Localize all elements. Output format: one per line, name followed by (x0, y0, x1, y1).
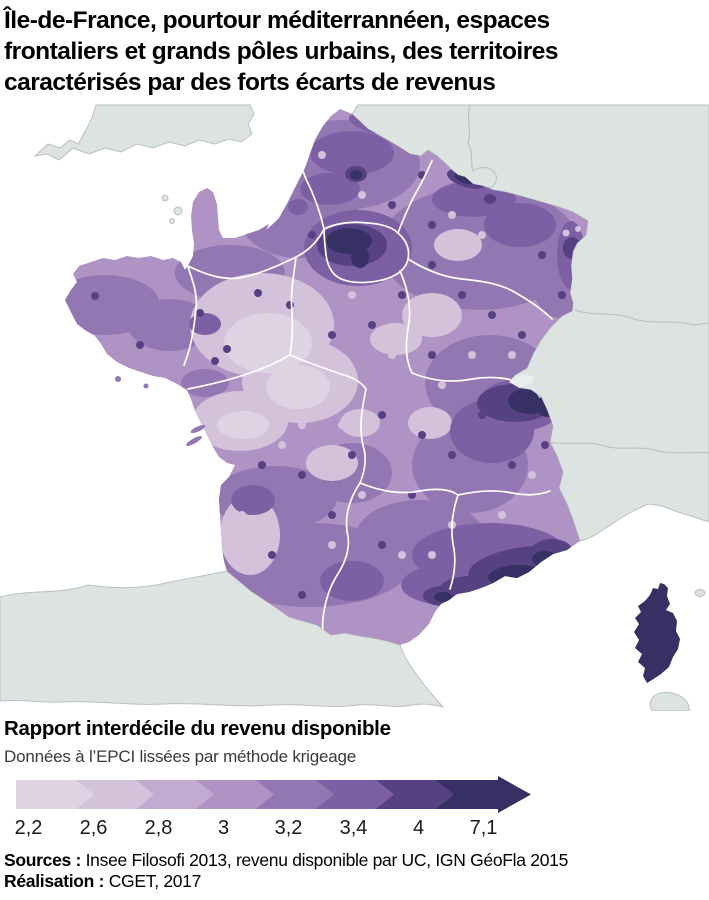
scale-segment-6 (316, 780, 394, 809)
border-centre-bourgognefranchecomte (399, 270, 413, 374)
scale-segment-2 (76, 780, 154, 809)
england-landmass (33, 104, 255, 161)
border-paysdelaloire-nouvelleaquitaine (187, 354, 291, 390)
corsica-island (634, 583, 680, 683)
page-title: Île-de-France, pourtour méditerrannéen, … (4, 5, 709, 98)
sources-line: Sources : Insee Filosofi 2013, revenu di… (4, 850, 709, 871)
title-line-3: caractérisés par des forts écarts de rev… (4, 69, 496, 96)
sources-label: Sources : (4, 850, 82, 870)
border-bretagne-east (183, 260, 198, 366)
scale-segment-7 (376, 780, 454, 809)
scale-label: 2,2 (14, 817, 43, 839)
scale-label: 2,6 (79, 817, 108, 839)
color-scale-arrow (16, 776, 531, 813)
scale-segment-8 (436, 776, 531, 813)
lowest-income-gap-zones (217, 313, 330, 439)
channel-island (173, 206, 183, 216)
title-line-2: frontaliers et grands pôles urbains, des… (4, 38, 559, 65)
scale-labels: 2,2 2,6 2,8 3 3,2 3,4 4 7,1 (4, 817, 709, 840)
scale-segment-4 (196, 780, 274, 809)
footer: Sources : Insee Filosofi 2013, revenu di… (4, 850, 709, 892)
scale-label: 7,1 (469, 817, 498, 839)
channel-island (161, 194, 169, 202)
border-hautsdefrance-grandest (397, 160, 433, 234)
border-nouvelleaquitaine-auvergnerhonealpes (359, 388, 367, 484)
border-nouvelleaquitaine-occitanie (321, 482, 361, 638)
scale-segment-1 (16, 780, 94, 809)
realisation-label: Réalisation : (4, 871, 105, 891)
scale-label: 4 (412, 817, 425, 839)
sources-text: Insee Filosofi 2013, revenu disponible p… (81, 850, 569, 870)
border-centre-nouvelleaquitaine (289, 354, 367, 390)
scale-label: 3,2 (274, 817, 303, 839)
border-normandie-south (185, 228, 325, 280)
luxembourg-border (472, 166, 497, 188)
realisation-text: CGET, 2017 (104, 871, 202, 891)
belgium-germany-border (467, 104, 474, 172)
border-auvergnerhonealpes-occitanie (359, 482, 459, 496)
legend: Rapport interdécile du revenu disponible… (4, 717, 709, 840)
region-borders (183, 156, 553, 638)
border-auvergnerhonealpes-paca (457, 489, 551, 496)
border-grandest-bourgognefranchecomte (407, 258, 553, 320)
france-kriging-map (0, 98, 709, 711)
realisation-line: Réalisation : CGET, 2017 (4, 871, 709, 892)
scale-segment-3 (136, 780, 214, 809)
title-line-1: Île-de-France, pourtour méditerrannéen, … (4, 7, 550, 34)
border-paysdelaloire-centre (289, 256, 297, 356)
legend-subtitle: Données à l’EPCI lissées par méthode kri… (4, 747, 356, 766)
scale-label: 3,4 (339, 817, 368, 839)
sardinia-landmass (649, 691, 690, 711)
foreign-landmasses (0, 104, 709, 711)
switzerland-italy-border (548, 441, 709, 454)
scale-label: 3 (217, 817, 230, 839)
lake-geneva (508, 374, 534, 388)
scale-label: 2,8 (144, 817, 173, 839)
germany-switzerland-border (574, 309, 709, 326)
elba-island (694, 589, 706, 597)
light-dots (238, 151, 581, 559)
border-occitanie-paca (449, 494, 459, 590)
spain-landmass (0, 570, 445, 708)
map-container (0, 98, 709, 711)
scale-segment-5 (256, 780, 334, 809)
french-atlantic-islands (115, 376, 206, 446)
channel-island (169, 218, 175, 224)
legend-heading: Rapport interdécile du revenu disponible (4, 717, 391, 740)
